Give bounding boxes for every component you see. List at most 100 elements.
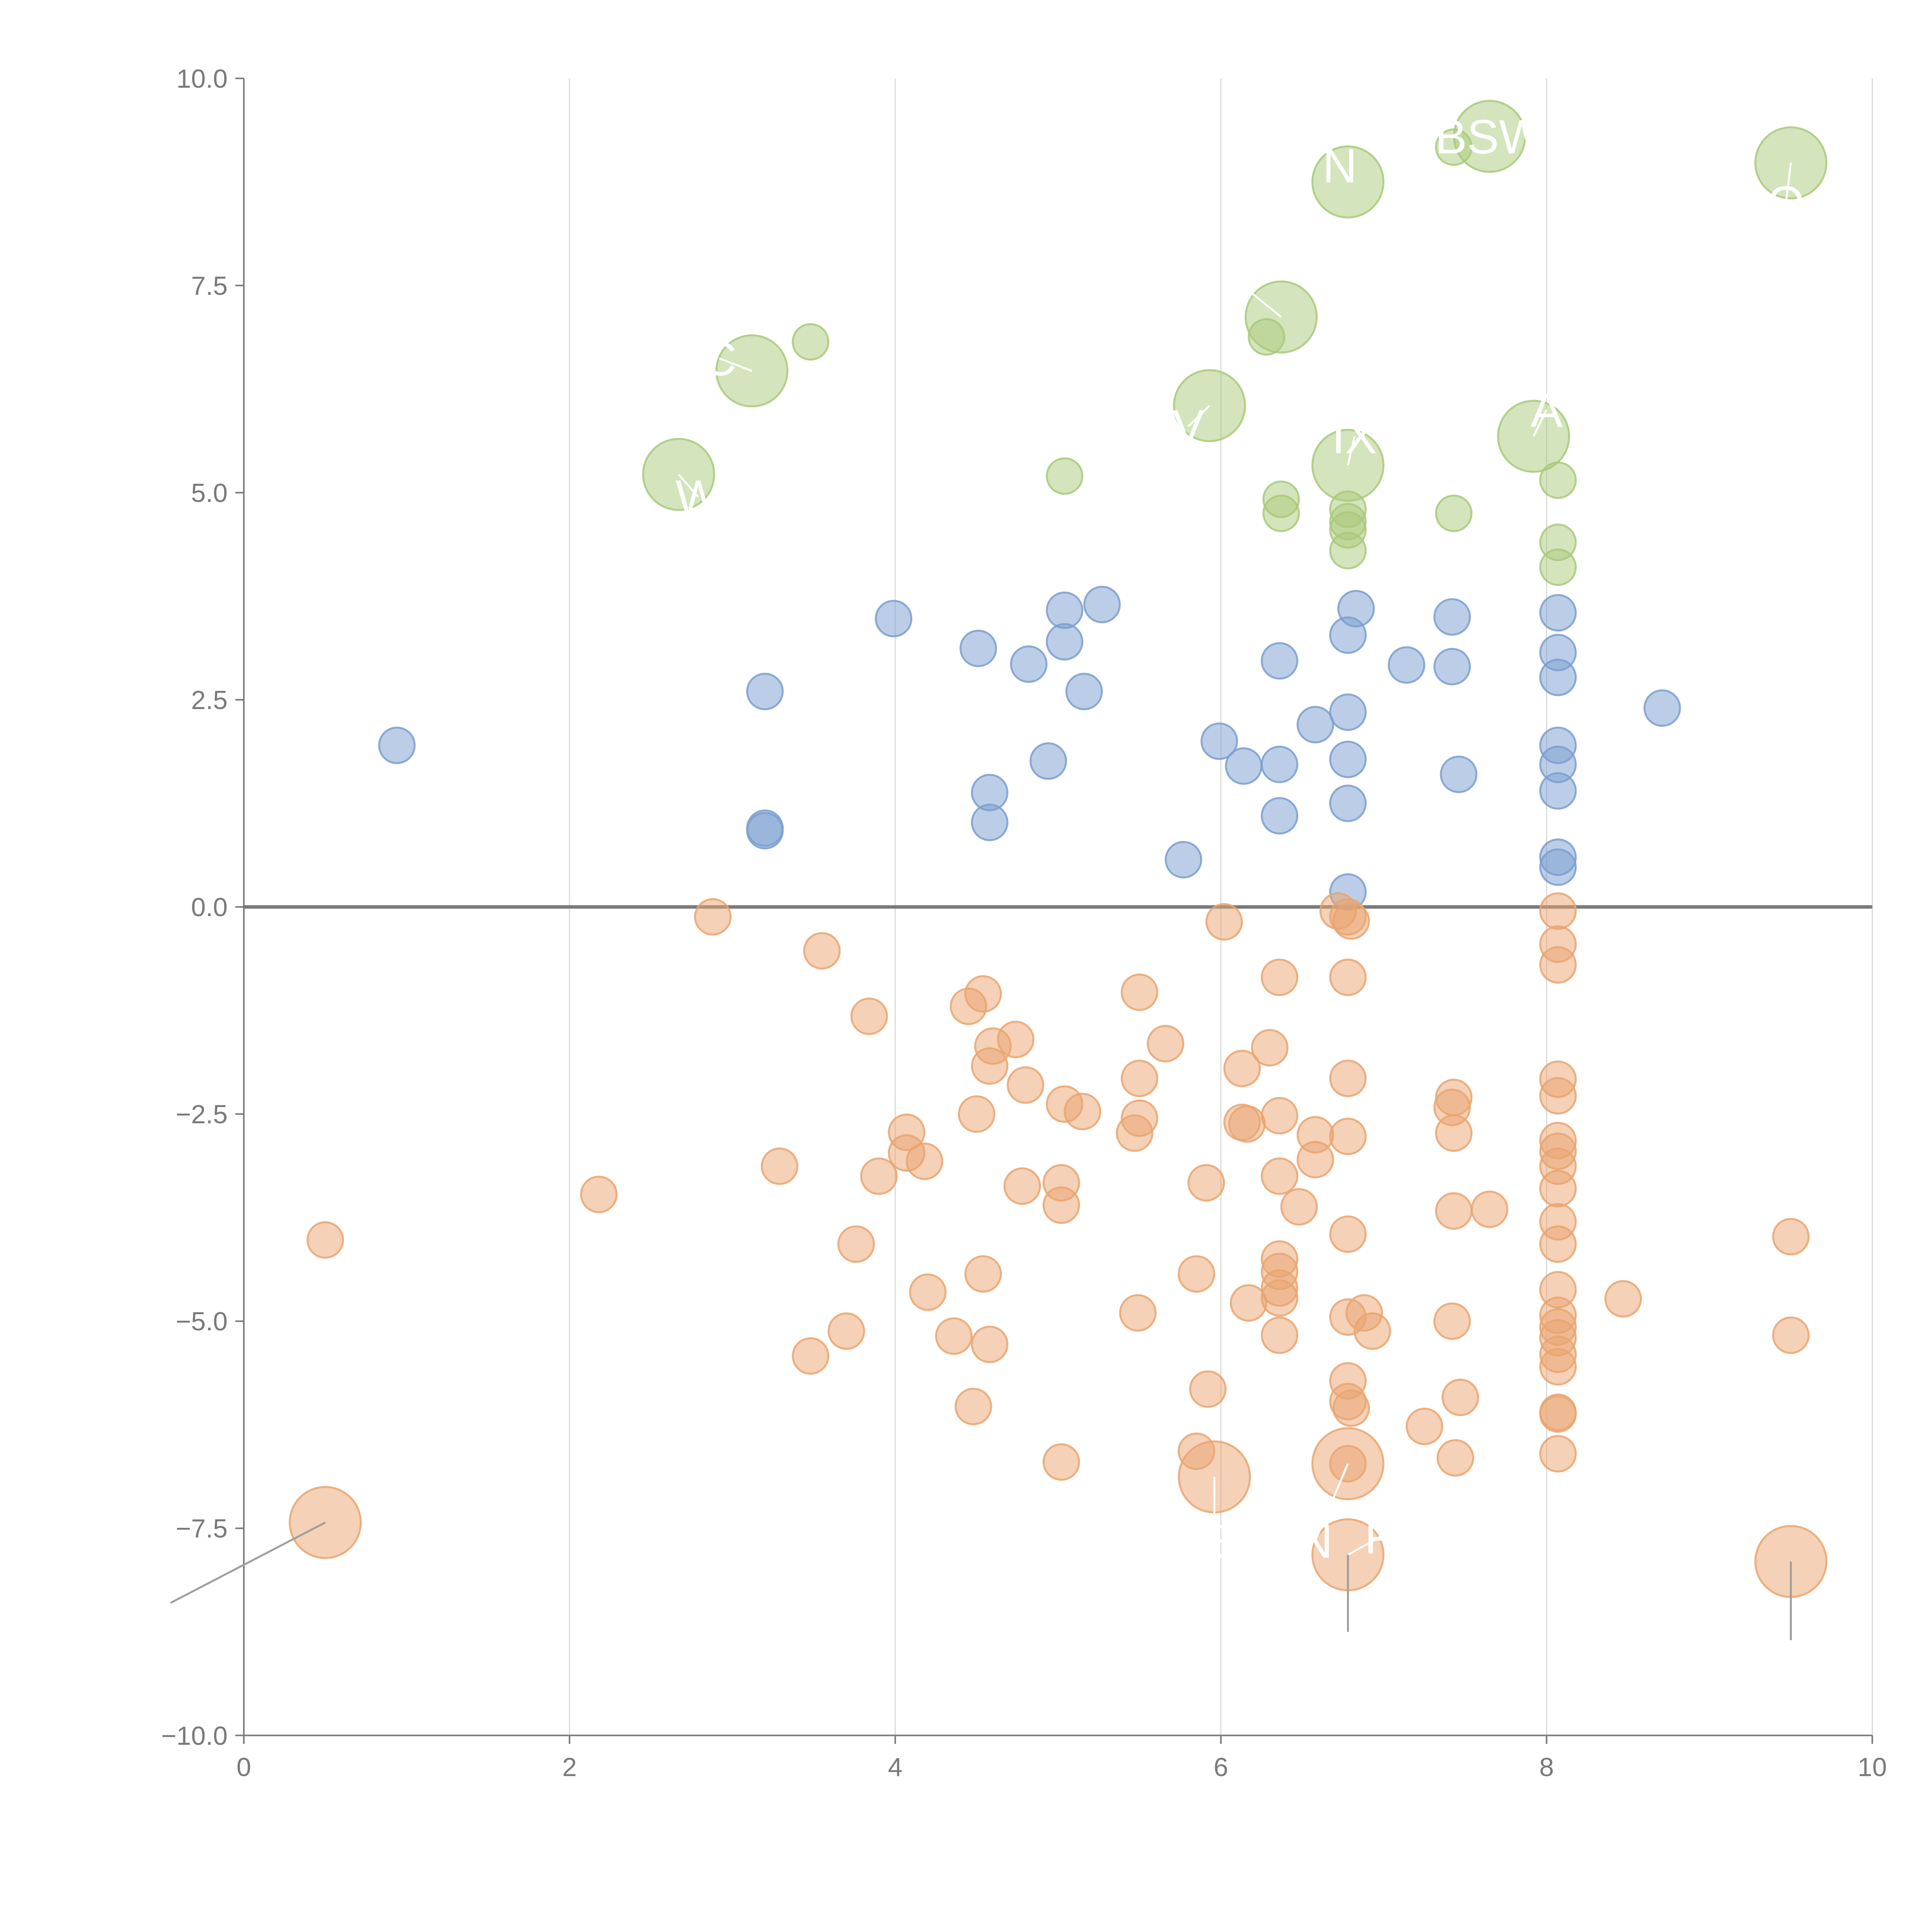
blue-point	[1260, 745, 1298, 783]
blue-point	[1029, 742, 1067, 780]
annotation-label: C	[702, 333, 737, 386]
orange-point	[1539, 1225, 1577, 1263]
blue-point	[1440, 755, 1478, 793]
annotation-label: A	[1531, 384, 1563, 437]
x-tick-label: 6	[1214, 1752, 1228, 1782]
orange-point	[792, 1337, 830, 1375]
blue-point	[1539, 848, 1577, 886]
orange-point	[761, 1147, 799, 1185]
orange-point	[1007, 1066, 1044, 1104]
orange-point	[1260, 1157, 1298, 1195]
orange-point	[906, 1142, 944, 1180]
orange-point	[1772, 1218, 1810, 1255]
orange-point	[1119, 1294, 1157, 1332]
orange-point	[1260, 958, 1298, 996]
orange-point	[1539, 892, 1577, 930]
blue-point	[1329, 693, 1367, 731]
orange-point	[1435, 1078, 1473, 1116]
y-tick-label: 7.5	[191, 271, 228, 301]
x-tick-label: 4	[888, 1752, 903, 1782]
annotation-leader-line	[1347, 1536, 1381, 1556]
orange-point	[1539, 1170, 1577, 1208]
y-tick-label: −5.0	[176, 1307, 228, 1336]
blue-point	[1337, 590, 1375, 628]
orange-point	[1296, 1141, 1334, 1179]
x-tick-label: 8	[1539, 1752, 1554, 1782]
orange-point	[1260, 1279, 1298, 1317]
annotation-leader-line	[719, 357, 752, 372]
blue-point	[1539, 658, 1577, 696]
blue-point	[1433, 598, 1471, 636]
blue-point	[1296, 706, 1334, 743]
y-tick-label: −10.0	[161, 1721, 228, 1750]
green-point	[1248, 318, 1286, 356]
annotation-label: V	[1172, 400, 1204, 454]
orange-point	[1121, 1099, 1158, 1137]
orange-point	[1146, 1025, 1184, 1063]
green-point	[792, 323, 830, 361]
orange-point	[1280, 1188, 1318, 1226]
green-point	[1539, 461, 1577, 499]
orange-point	[1003, 1167, 1041, 1205]
points-layer	[289, 100, 1828, 1598]
blue-point	[1643, 689, 1681, 727]
orange-point	[837, 1225, 875, 1263]
blue-point	[1260, 642, 1298, 680]
annotation-label: E	[1198, 1515, 1230, 1568]
green-point	[1539, 548, 1577, 586]
orange-point	[1223, 1049, 1261, 1087]
orange-point	[1228, 1105, 1266, 1143]
orange-point	[1772, 1316, 1810, 1354]
annotation-label: O	[1767, 177, 1804, 230]
orange-point	[1604, 1280, 1642, 1318]
orange-point	[1354, 1312, 1391, 1350]
green-point	[1262, 495, 1300, 532]
annotation-leader-line	[1187, 405, 1210, 427]
blue-point	[971, 803, 1009, 841]
y-tick-label: 5.0	[191, 478, 228, 508]
x-tick-label: 10	[1858, 1752, 1887, 1782]
orange-point	[1187, 1164, 1225, 1202]
annotation-label: BSW	[1435, 111, 1544, 164]
annotation-leader-line	[1347, 436, 1355, 466]
annotation-label: IX	[1332, 410, 1377, 464]
annotation-label: N	[1323, 139, 1357, 193]
orange-point	[1471, 1190, 1509, 1228]
orange-point	[1177, 1255, 1215, 1293]
annotation-leader-line	[1339, 165, 1349, 182]
orange-point	[1332, 902, 1370, 940]
orange-point	[1205, 903, 1243, 941]
y-tick-label: 10.0	[177, 64, 228, 94]
orange-point	[1043, 1186, 1080, 1224]
orange-point	[1539, 1348, 1577, 1386]
blue-point	[1165, 841, 1202, 879]
orange-point	[1433, 1302, 1471, 1340]
annotation-leader-line	[1314, 1463, 1349, 1541]
annotation-label: P	[1364, 1511, 1396, 1564]
blue-point	[1225, 747, 1263, 785]
orange-point	[850, 997, 888, 1035]
blue-point	[875, 600, 913, 638]
annotation-leader-line	[1236, 281, 1282, 318]
blue-point	[1046, 623, 1083, 661]
blue-point	[1046, 591, 1083, 629]
orange-point	[1329, 958, 1367, 996]
orange-point	[860, 1157, 898, 1195]
orange-point	[1260, 1097, 1298, 1134]
green-point	[1435, 128, 1473, 166]
y-tick-label: −7.5	[176, 1514, 228, 1543]
blue-point	[746, 673, 784, 711]
blue-point	[1010, 645, 1048, 683]
orange-point	[1539, 1395, 1577, 1433]
blue-point	[1065, 673, 1103, 711]
blue-point	[1329, 740, 1367, 778]
blue-point	[1083, 585, 1121, 623]
orange-point	[694, 898, 732, 936]
green-point	[1329, 532, 1367, 570]
x-tick-label: 0	[236, 1752, 251, 1782]
x-tick-label: 2	[562, 1752, 577, 1782]
annotation-label: N	[1298, 1515, 1333, 1568]
annotation-leader-line	[1785, 163, 1792, 203]
annotation-leader-line	[678, 474, 699, 498]
